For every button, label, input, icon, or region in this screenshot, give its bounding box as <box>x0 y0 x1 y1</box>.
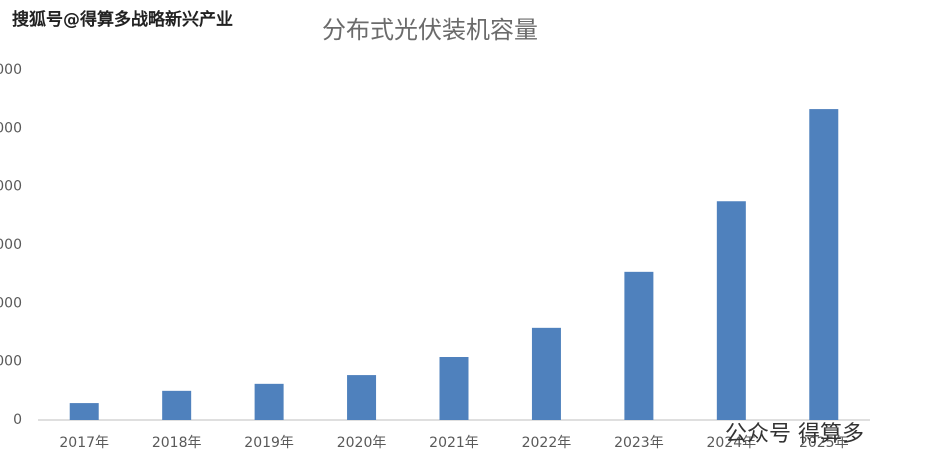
bar <box>254 383 284 420</box>
x-tick-label: 2020年 <box>337 435 387 451</box>
x-tick-label: 2018年 <box>152 435 202 451</box>
x-tick-label: 2021年 <box>429 435 479 451</box>
y-tick-label: 10000 <box>0 354 22 370</box>
y-tick-label: 0 <box>13 412 22 428</box>
y-tick-label: 20000 <box>0 295 22 311</box>
x-tick-label: 2017年 <box>59 435 109 451</box>
bar <box>162 390 192 420</box>
chart-title: 分布式光伏装机容量 <box>322 16 538 44</box>
x-tick-label: 2025年 <box>799 435 849 451</box>
x-tick-label: 2024年 <box>707 435 757 451</box>
y-tick-label: 40000 <box>0 179 22 195</box>
y-tick-label: 30000 <box>0 237 22 253</box>
bar <box>809 109 839 420</box>
x-tick-label: 2019年 <box>244 435 294 451</box>
x-tick-label: 2022年 <box>522 435 572 451</box>
x-tick-label: 2023年 <box>614 435 664 451</box>
bar <box>531 327 561 420</box>
bar <box>69 403 99 420</box>
y-tick-label: 60000 <box>0 62 22 78</box>
watermark: 搜狐号@得算多战略新兴产业 <box>12 9 233 30</box>
bar <box>439 357 469 420</box>
watermark: 公众号 得算多 <box>725 422 864 447</box>
bar <box>347 375 377 420</box>
y-tick-label: 50000 <box>0 120 22 136</box>
bar <box>716 201 746 420</box>
bar <box>624 271 654 420</box>
